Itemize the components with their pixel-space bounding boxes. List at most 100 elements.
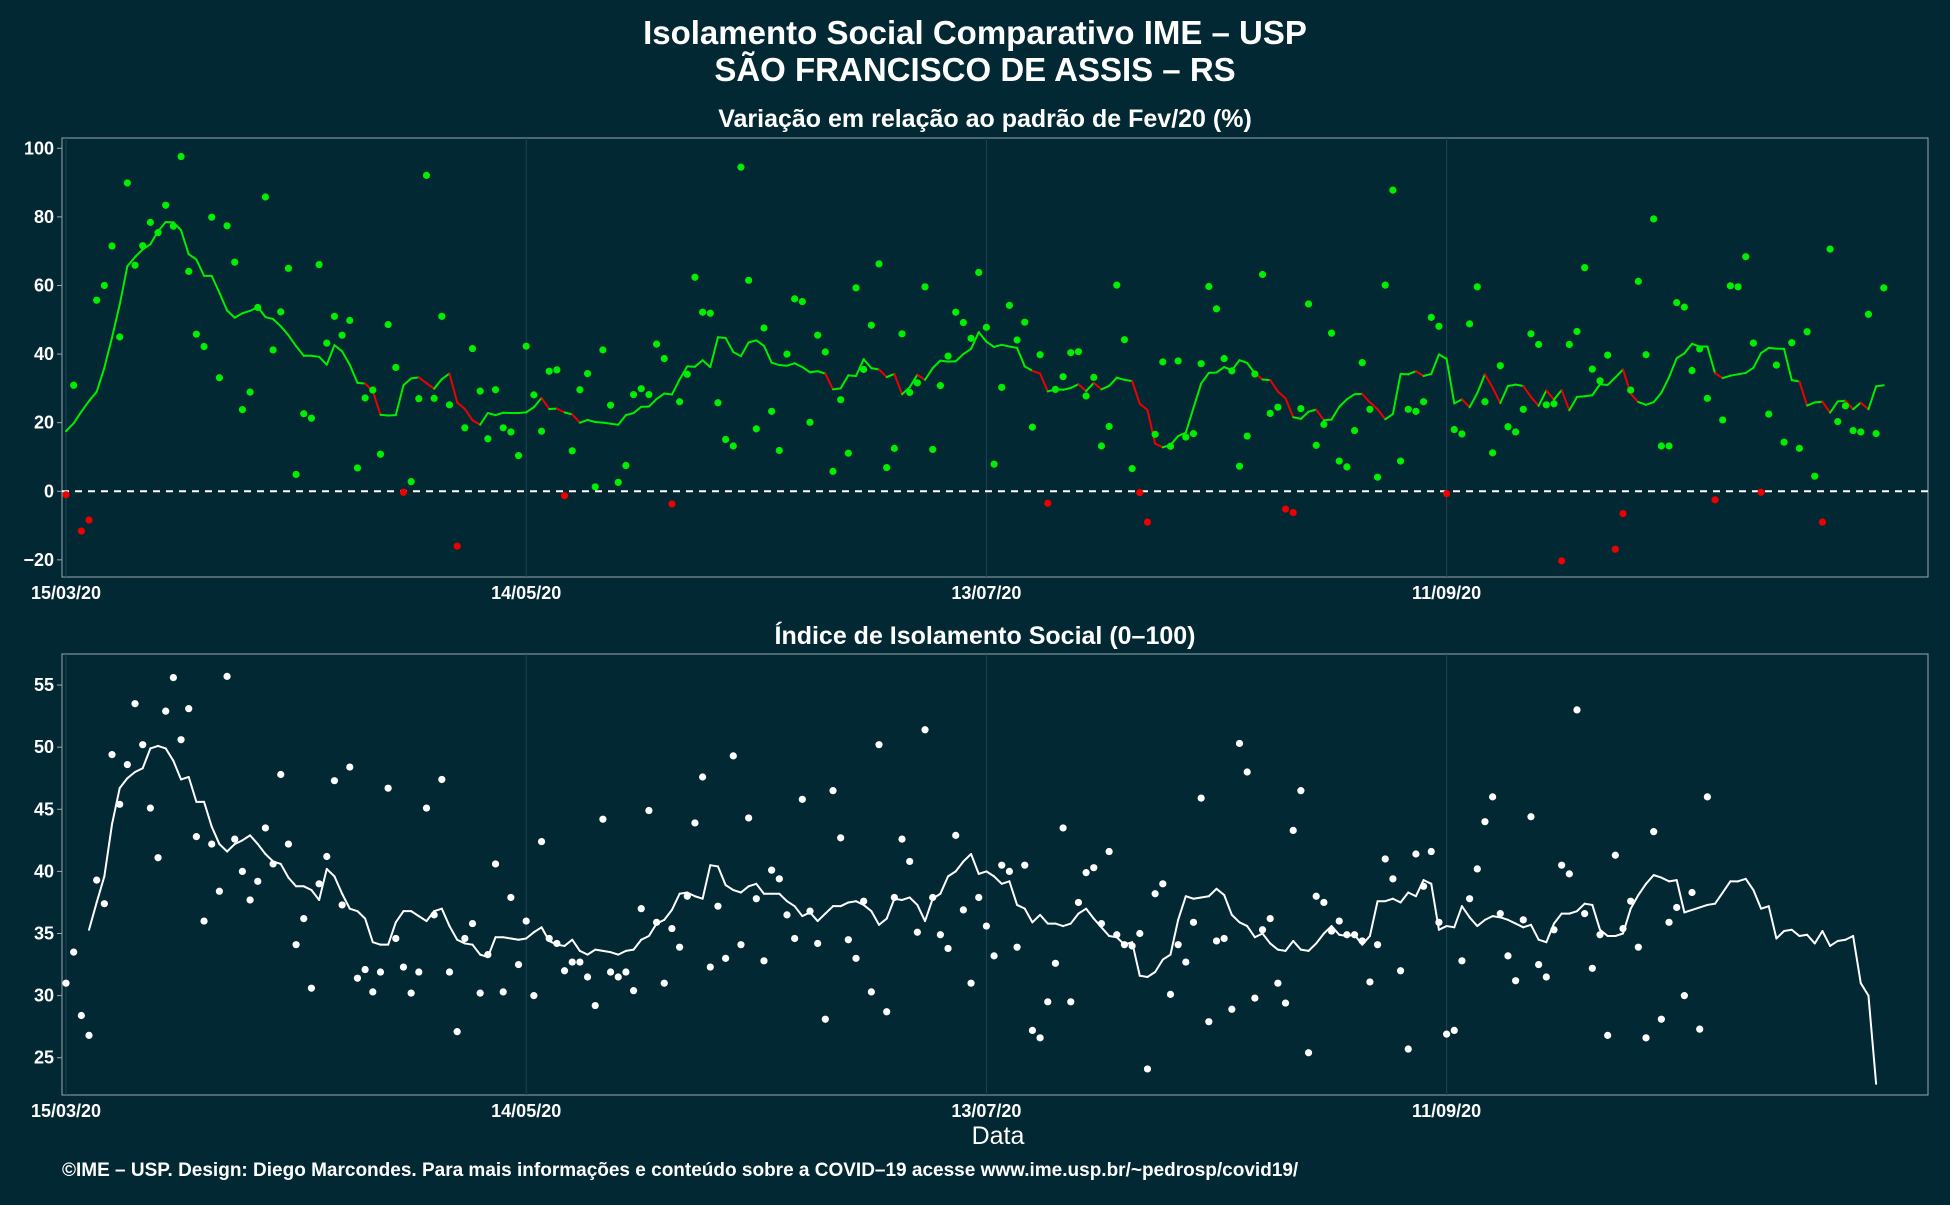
p2-data-point — [906, 858, 913, 865]
p2-data-point — [469, 920, 476, 927]
p1-data-point — [1865, 311, 1872, 318]
p1-data-point — [1297, 405, 1304, 412]
p1-data-point — [837, 396, 844, 403]
p1-data-point — [193, 331, 200, 338]
p2-moving-average-segment — [1868, 996, 1876, 1084]
p1-moving-average-segment — [1009, 347, 1017, 348]
p2-data-point — [1489, 793, 1496, 800]
p1-data-point — [1642, 351, 1649, 358]
p1-moving-average-segment — [657, 394, 665, 399]
p2-moving-average-segment — [871, 911, 879, 925]
p2-moving-average-segment — [917, 905, 925, 921]
p2-data-point — [998, 862, 1005, 869]
p2-data-point — [323, 853, 330, 860]
p1-data-point — [1527, 330, 1534, 337]
p1-moving-average-segment — [1040, 374, 1048, 392]
p1-data-point — [438, 313, 445, 320]
p2-moving-average-segment — [1477, 920, 1485, 926]
p1-data-point — [316, 261, 323, 268]
p2-moving-average-segment — [971, 854, 979, 874]
p1-moving-average-segment — [1186, 408, 1194, 433]
p1-data-point — [737, 164, 744, 171]
p2-moving-average-segment — [327, 869, 335, 876]
p2-data-point — [1443, 1031, 1450, 1038]
p2-data-point — [269, 860, 276, 867]
p2-data-point — [1144, 1065, 1151, 1072]
p2-data-point — [1106, 848, 1113, 855]
p1-data-point — [1635, 278, 1642, 285]
p2-moving-average-segment — [1585, 904, 1593, 905]
p2-moving-average-segment — [1715, 893, 1723, 904]
p2-moving-average-segment — [1002, 881, 1010, 883]
p2-data-point — [223, 673, 230, 680]
p2-moving-average-segment — [1270, 943, 1278, 949]
p2-moving-average-segment — [641, 936, 649, 940]
p1-moving-average-segment — [1416, 371, 1424, 376]
p1-moving-average-segment — [1339, 399, 1347, 407]
p1-data-point — [707, 310, 714, 317]
p2-moving-average-segment — [1638, 884, 1646, 895]
p1-data-point — [1244, 432, 1251, 439]
p1-moving-average-segment — [1861, 403, 1869, 410]
p1-data-point — [822, 348, 829, 355]
p2-moving-average-segment — [511, 938, 519, 939]
p1-data-point — [1228, 367, 1235, 374]
p1-data-point — [952, 309, 959, 316]
p2-data-point — [1190, 919, 1197, 926]
p1-moving-average-segment — [1025, 366, 1033, 370]
p1-moving-average-segment — [219, 293, 227, 311]
p1-data-point — [868, 322, 875, 329]
p2-moving-average-segment — [281, 864, 289, 878]
p1-data-point — [730, 442, 737, 449]
p1-moving-average-segment — [787, 363, 795, 365]
p1-moving-average-segment — [1324, 420, 1332, 421]
p2-moving-average-segment — [1316, 934, 1324, 944]
p2-moving-average-segment — [1753, 890, 1761, 909]
p1-moving-average-segment — [281, 326, 289, 335]
p1-moving-average-segment — [749, 340, 757, 342]
p2-moving-average-segment — [350, 909, 358, 911]
p1-moving-average-segment — [1078, 384, 1086, 391]
p1-moving-average-segment — [611, 424, 619, 425]
p2-moving-average-segment — [526, 932, 534, 938]
p2-moving-average-segment — [733, 890, 741, 892]
p1-data-point — [1013, 336, 1020, 343]
p1-data-point — [630, 391, 637, 398]
p2-data-point — [868, 988, 875, 995]
p1-moving-average-segment — [442, 374, 450, 379]
p1-x-tick-label: 14/05/20 — [491, 583, 561, 603]
p2-data-point — [1290, 827, 1297, 834]
p2-data-point — [668, 925, 675, 932]
p2-moving-average-segment — [1615, 934, 1623, 936]
p1-moving-average-segment — [933, 361, 941, 369]
p2-data-point — [814, 940, 821, 947]
p2-data-point — [354, 975, 361, 982]
p2-data-point — [1259, 926, 1266, 933]
p1-moving-average-segment — [626, 413, 634, 415]
p1-data-point — [768, 408, 775, 415]
p1-moving-average-segment — [1439, 354, 1447, 358]
p1-moving-average-segment — [181, 230, 189, 254]
p2-moving-average-segment — [1569, 911, 1577, 913]
p1-moving-average-segment — [196, 259, 204, 275]
p2-data-point — [1267, 915, 1274, 922]
p2-data-point — [1604, 1032, 1611, 1039]
p1-moving-average-segment — [1424, 374, 1432, 376]
p1-data-point — [1750, 339, 1757, 346]
panel2-title: Índice de Isolamento Social (0–100) — [775, 621, 1196, 650]
p1-data-point — [1083, 392, 1090, 399]
p1-moving-average-segment — [288, 335, 296, 346]
p2-data-point — [1359, 937, 1366, 944]
p1-moving-average-segment — [634, 407, 642, 413]
p2-moving-average-segment — [1201, 896, 1209, 897]
p1-moving-average-segment — [1201, 373, 1209, 384]
p2-data-point — [653, 919, 660, 926]
p1-data-point — [753, 425, 760, 432]
p2-moving-average-segment — [1178, 896, 1186, 920]
p2-data-point — [231, 835, 238, 842]
p1-data-point — [990, 461, 997, 468]
p2-moving-average-segment — [1746, 879, 1754, 890]
p2-data-point — [438, 776, 445, 783]
p1-moving-average-segment — [1362, 394, 1370, 403]
p2-moving-average-segment — [1032, 915, 1040, 922]
